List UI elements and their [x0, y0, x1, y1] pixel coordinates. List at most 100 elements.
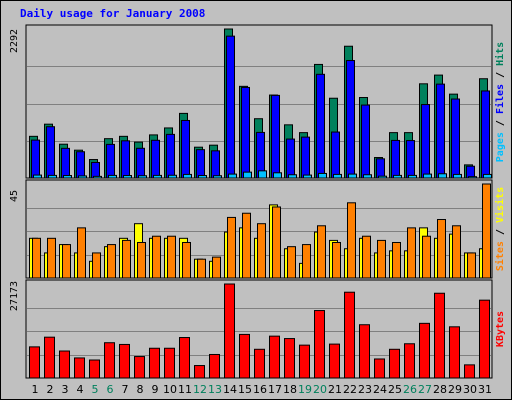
x-tick-label-day-19: 19	[298, 383, 312, 396]
bar-pages-day-11	[183, 173, 192, 179]
x-tick-label-day-28: 28	[433, 383, 447, 396]
bar-pages-day-20	[318, 172, 327, 179]
legend-text: Files	[494, 84, 506, 114]
x-tick-label-day-25: 25	[388, 383, 402, 396]
x-tick-label-day-24: 24	[373, 383, 387, 396]
bar-kbytes-day-18	[284, 338, 295, 379]
x-tick-label-day-12: 12	[193, 383, 207, 396]
bar-sites-day-14	[227, 216, 236, 279]
bar-kbytes-day-20	[314, 310, 325, 379]
bar-kbytes-day-14	[224, 283, 235, 379]
bar-files-day-26	[406, 140, 415, 179]
bar-kbytes-day-27	[419, 322, 430, 379]
visits-sites-max-label: 45	[9, 190, 20, 202]
bar-files-day-9	[151, 139, 160, 179]
bar-sites-day-1	[32, 237, 41, 279]
bar-files-day-6	[106, 143, 115, 179]
x-tick-label-day-2: 2	[47, 383, 54, 396]
bar-sites-day-26	[407, 227, 416, 279]
x-tick-label-day-15: 15	[238, 383, 252, 396]
bar-sites-day-2	[47, 237, 56, 279]
legend-text: Hits	[494, 42, 506, 66]
bar-kbytes-day-15	[239, 333, 250, 379]
x-tick-label-day-31: 31	[478, 383, 492, 396]
bar-pages-day-15	[243, 171, 252, 179]
x-tick-label-day-8: 8	[137, 383, 144, 396]
bar-pages-day-4	[78, 175, 87, 179]
x-tick-label-day-26: 26	[403, 383, 417, 396]
bar-sites-day-5	[92, 252, 101, 279]
bar-files-day-31	[481, 90, 490, 179]
bar-files-day-15	[241, 86, 250, 179]
bar-pages-day-24	[378, 175, 387, 179]
x-tick-label-day-20: 20	[313, 383, 327, 396]
legend-text: Pages	[495, 132, 506, 162]
legend-text: Visits	[494, 187, 506, 223]
bar-kbytes-day-10	[164, 347, 175, 379]
bar-kbytes-day-23	[359, 324, 370, 379]
x-tick-label-day-13: 13	[208, 383, 222, 396]
x-tick-label-day-29: 29	[448, 383, 462, 396]
bar-files-day-11	[181, 119, 190, 179]
bar-pages-day-13	[213, 175, 222, 179]
bar-sites-day-30	[467, 252, 476, 279]
bar-pages-day-28	[438, 173, 447, 179]
bar-files-day-3	[61, 147, 70, 179]
bar-files-day-12	[196, 149, 205, 179]
bar-files-day-24	[376, 158, 385, 179]
x-tick-label-day-10: 10	[163, 383, 177, 396]
bar-pages-day-27	[423, 173, 432, 179]
x-tick-label-day-21: 21	[328, 383, 342, 396]
bar-pages-day-7	[123, 175, 132, 179]
bar-files-day-19	[301, 136, 310, 179]
bar-kbytes-day-22	[344, 291, 355, 379]
bar-sites-day-7	[122, 239, 131, 279]
bar-kbytes-day-29	[449, 326, 460, 379]
bar-sites-day-13	[212, 256, 221, 279]
bar-pages-day-1	[33, 174, 42, 179]
legend-text: /	[495, 114, 506, 132]
bar-sites-day-16	[257, 223, 266, 279]
x-tick-label-day-16: 16	[253, 383, 267, 396]
bar-pages-day-31	[483, 173, 492, 179]
bar-sites-day-15	[242, 212, 251, 279]
x-tick-label-day-5: 5	[92, 383, 99, 396]
bar-kbytes-day-12	[194, 365, 205, 379]
bar-kbytes-day-9	[149, 347, 160, 379]
bar-kbytes-day-6	[104, 342, 115, 379]
bar-sites-day-29	[452, 225, 461, 279]
bar-files-day-2	[46, 126, 55, 179]
x-axis-labels: 1 2 3 4 5 6 7 8 9 10 11 12 13 14 15 16 17 18 19 20 21 22 23 24 2…	[32, 383, 493, 396]
bar-kbytes-day-11	[179, 337, 190, 379]
bar-kbytes-day-28	[434, 292, 445, 379]
x-tick-label-day-4: 4	[77, 383, 84, 396]
bar-sites-day-3	[62, 244, 71, 279]
bar-kbytes-day-2	[44, 336, 55, 379]
x-tick-label-day-22: 22	[343, 383, 357, 396]
bar-pages-day-3	[63, 175, 72, 179]
bar-pages-day-25	[393, 174, 402, 179]
bar-pages-day-14	[228, 173, 237, 179]
bar-files-day-8	[136, 147, 145, 179]
bar-pages-day-19	[303, 174, 312, 179]
bar-kbytes-day-30	[464, 364, 475, 379]
bar-files-day-23	[361, 104, 370, 179]
bar-kbytes-day-21	[329, 343, 340, 379]
bar-files-day-18	[286, 138, 295, 179]
bar-sites-day-24	[377, 239, 386, 279]
x-tick-label-day-14: 14	[223, 383, 237, 396]
bar-kbytes-day-25	[389, 348, 400, 379]
hits-files-pages-legend: Pages / Files / Hits	[494, 42, 506, 162]
bar-pages-day-6	[108, 174, 117, 179]
bar-sites-day-25	[392, 241, 401, 279]
bar-pages-day-9	[153, 174, 162, 179]
bar-files-day-17	[271, 94, 280, 179]
bar-kbytes-day-5	[89, 359, 100, 379]
legend-text: KBytes	[495, 311, 506, 347]
bar-pages-day-5	[93, 175, 102, 179]
bar-sites-day-27	[422, 235, 431, 279]
x-tick-label-day-23: 23	[358, 383, 372, 396]
bar-pages-day-29	[453, 173, 462, 179]
x-tick-label-day-17: 17	[268, 383, 282, 396]
bar-pages-day-30	[468, 176, 477, 179]
